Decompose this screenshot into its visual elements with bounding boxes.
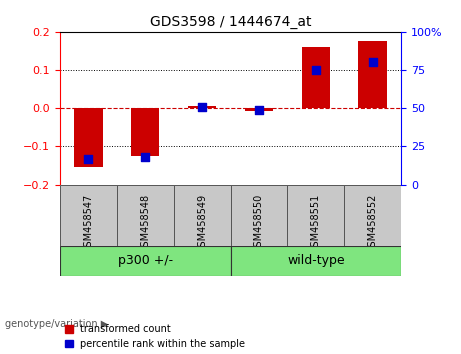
Bar: [301, 47, 330, 108]
Bar: [60, 246, 230, 276]
Bar: [188, 106, 216, 108]
Text: genotype/variation ▶: genotype/variation ▶: [5, 319, 108, 329]
Bar: [174, 184, 230, 246]
Text: GSM458549: GSM458549: [197, 194, 207, 253]
Point: [312, 67, 319, 73]
Text: wild-type: wild-type: [287, 255, 344, 267]
Bar: [131, 108, 160, 156]
Bar: [60, 184, 117, 246]
Point: [198, 104, 206, 109]
Bar: [287, 184, 344, 246]
Text: GSM458547: GSM458547: [83, 194, 94, 253]
Bar: [344, 184, 401, 246]
Text: p300 +/-: p300 +/-: [118, 255, 173, 267]
Bar: [358, 41, 387, 108]
Bar: [74, 108, 102, 167]
Text: GSM458552: GSM458552: [367, 194, 378, 253]
Text: GSM458548: GSM458548: [140, 194, 150, 253]
Text: GSM458550: GSM458550: [254, 194, 264, 253]
Bar: [230, 246, 401, 276]
Legend: transformed count, percentile rank within the sample: transformed count, percentile rank withi…: [65, 324, 245, 349]
Title: GDS3598 / 1444674_at: GDS3598 / 1444674_at: [150, 16, 311, 29]
Bar: [245, 108, 273, 111]
Text: GSM458551: GSM458551: [311, 194, 321, 253]
Point: [142, 154, 149, 160]
Point: [369, 59, 376, 65]
Bar: [117, 184, 174, 246]
Bar: [230, 184, 287, 246]
Point: [255, 107, 263, 113]
Point: [85, 156, 92, 161]
